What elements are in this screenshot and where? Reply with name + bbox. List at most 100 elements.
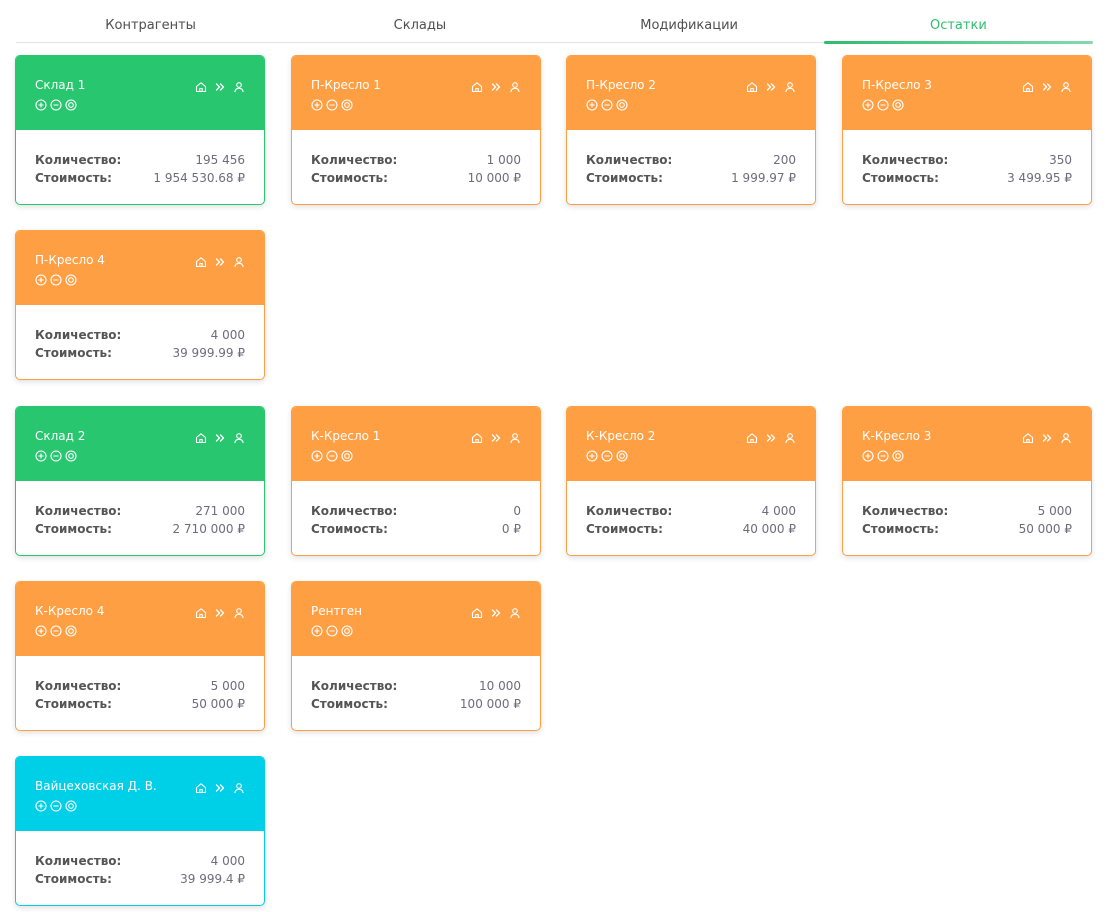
card-title: К-Кресло 4 bbox=[35, 604, 105, 618]
stock-card[interactable]: Склад 2 Количество: 271 000 Стоимость: 2 710… bbox=[15, 406, 265, 556]
stock-card[interactable]: К-Кресло 4 Количество: 5 000 Стоимость: 50 0… bbox=[15, 581, 265, 731]
minus-circle-icon[interactable] bbox=[50, 271, 62, 286]
stock-card[interactable]: К-Кресло 2 Количество: 4 000 Стоимость: 40 0… bbox=[566, 406, 816, 556]
home-icon[interactable] bbox=[1022, 429, 1034, 444]
user-icon[interactable] bbox=[509, 429, 521, 444]
plus-circle-icon[interactable] bbox=[35, 96, 47, 111]
home-icon[interactable] bbox=[195, 779, 207, 794]
target-circle-icon[interactable] bbox=[65, 622, 77, 637]
home-icon[interactable] bbox=[195, 429, 207, 444]
target-circle-icon[interactable] bbox=[892, 96, 904, 111]
double-chevron-right-icon[interactable] bbox=[214, 604, 226, 617]
double-chevron-right-icon[interactable] bbox=[490, 78, 502, 91]
minus-circle-icon[interactable] bbox=[50, 797, 62, 812]
target-circle-icon[interactable] bbox=[341, 622, 353, 637]
home-icon[interactable] bbox=[471, 429, 483, 444]
cost-label: Стоимость: bbox=[311, 171, 388, 185]
target-circle-icon[interactable] bbox=[616, 447, 628, 462]
plus-circle-icon[interactable] bbox=[586, 96, 598, 111]
minus-circle-icon[interactable] bbox=[50, 622, 62, 637]
minus-circle-icon[interactable] bbox=[877, 96, 889, 111]
plus-circle-icon[interactable] bbox=[311, 622, 323, 637]
double-chevron-right-icon[interactable] bbox=[490, 604, 502, 617]
card-header: Склад 1 bbox=[16, 56, 264, 130]
target-circle-icon[interactable] bbox=[616, 96, 628, 111]
double-chevron-right-icon[interactable] bbox=[1041, 78, 1053, 91]
user-icon[interactable] bbox=[233, 253, 245, 268]
double-chevron-right-icon[interactable] bbox=[765, 429, 777, 442]
plus-circle-icon[interactable] bbox=[586, 447, 598, 462]
home-icon[interactable] bbox=[195, 604, 207, 619]
target-circle-icon[interactable] bbox=[65, 271, 77, 286]
double-chevron-right-icon[interactable] bbox=[214, 779, 226, 792]
user-icon[interactable] bbox=[509, 78, 521, 93]
tab-modifications[interactable]: Модификации bbox=[640, 18, 738, 33]
card-header: Рентген bbox=[292, 582, 540, 656]
user-icon[interactable] bbox=[784, 429, 796, 444]
minus-circle-icon[interactable] bbox=[601, 447, 613, 462]
tab-warehouses[interactable]: Склады bbox=[393, 18, 447, 33]
plus-circle-icon[interactable] bbox=[35, 271, 47, 286]
home-icon[interactable] bbox=[471, 78, 483, 93]
stock-card[interactable]: П-Кресло 2 Количество: 200 Стоимость: 1 999.… bbox=[566, 55, 816, 205]
user-icon[interactable] bbox=[233, 779, 245, 794]
stock-card[interactable]: Рентген Количество: 10 000 Стоимость: 100 00… bbox=[291, 581, 541, 731]
plus-circle-icon[interactable] bbox=[862, 96, 874, 111]
plus-circle-icon[interactable] bbox=[311, 447, 323, 462]
user-icon[interactable] bbox=[233, 604, 245, 619]
user-icon[interactable] bbox=[1060, 429, 1072, 444]
minus-circle-icon[interactable] bbox=[50, 96, 62, 111]
double-chevron-right-icon[interactable] bbox=[490, 429, 502, 442]
plus-circle-icon[interactable] bbox=[862, 447, 874, 462]
plus-circle-icon[interactable] bbox=[35, 447, 47, 462]
tab-counterparties[interactable]: Контрагенты bbox=[105, 18, 196, 33]
target-circle-icon[interactable] bbox=[65, 96, 77, 111]
double-chevron-right-icon[interactable] bbox=[214, 429, 226, 442]
stock-card[interactable]: П-Кресло 3 Количество: 350 Стоимость: 3 499.… bbox=[842, 55, 1092, 205]
plus-circle-icon[interactable] bbox=[35, 797, 47, 812]
card-body: Количество: 271 000 Стоимость: 2 710 000 ₽ bbox=[16, 481, 264, 538]
target-circle-icon[interactable] bbox=[892, 447, 904, 462]
plus-circle-icon[interactable] bbox=[35, 622, 47, 637]
home-icon[interactable] bbox=[195, 253, 207, 268]
card-title: П-Кресло 1 bbox=[311, 78, 381, 92]
stock-card[interactable]: П-Кресло 1 Количество: 1 000 Стоимость: 10 0… bbox=[291, 55, 541, 205]
card-header-icons bbox=[195, 429, 245, 444]
card-title: П-Кресло 2 bbox=[586, 78, 656, 92]
double-chevron-right-icon[interactable] bbox=[214, 78, 226, 91]
user-icon[interactable] bbox=[1060, 78, 1072, 93]
stock-card[interactable]: П-Кресло 4 Количество: 4 000 Стоимость: 39 9… bbox=[15, 230, 265, 380]
target-circle-icon[interactable] bbox=[341, 96, 353, 111]
user-icon[interactable] bbox=[784, 78, 796, 93]
minus-circle-icon[interactable] bbox=[326, 622, 338, 637]
minus-circle-icon[interactable] bbox=[50, 447, 62, 462]
plus-circle-icon[interactable] bbox=[311, 96, 323, 111]
user-icon[interactable] bbox=[509, 604, 521, 619]
cost-value: 1 999.97 ₽ bbox=[731, 171, 796, 185]
home-icon[interactable] bbox=[195, 78, 207, 93]
double-chevron-right-icon[interactable] bbox=[214, 253, 226, 266]
home-icon[interactable] bbox=[746, 78, 758, 93]
stock-card[interactable]: Вайцеховская Д. В. Количество: 4 000 Стоимо… bbox=[15, 756, 265, 906]
target-circle-icon[interactable] bbox=[65, 797, 77, 812]
home-icon[interactable] bbox=[471, 604, 483, 619]
quantity-value: 5 000 bbox=[1037, 504, 1072, 518]
minus-circle-icon[interactable] bbox=[601, 96, 613, 111]
home-icon[interactable] bbox=[746, 429, 758, 444]
tab-remainders[interactable]: Остатки bbox=[823, 0, 1094, 44]
double-chevron-right-icon[interactable] bbox=[1041, 429, 1053, 442]
target-circle-icon[interactable] bbox=[65, 447, 77, 462]
minus-circle-icon[interactable] bbox=[326, 96, 338, 111]
minus-circle-icon[interactable] bbox=[877, 447, 889, 462]
stock-card[interactable]: К-Кресло 3 Количество: 5 000 Стоимость: 50 0… bbox=[842, 406, 1092, 556]
stock-card[interactable]: К-Кресло 1 Количество: 0 Стоимость: 0 ₽ bbox=[291, 406, 541, 556]
target-circle-icon[interactable] bbox=[341, 447, 353, 462]
home-icon[interactable] bbox=[1022, 78, 1034, 93]
stock-card[interactable]: Склад 1 Количество: 195 456 Стоимость: 1 954… bbox=[15, 55, 265, 205]
cost-label: Стоимость: bbox=[311, 522, 388, 536]
double-chevron-right-icon[interactable] bbox=[765, 78, 777, 91]
user-icon[interactable] bbox=[233, 429, 245, 444]
user-icon[interactable] bbox=[233, 78, 245, 93]
minus-circle-icon[interactable] bbox=[326, 447, 338, 462]
card-body: Количество: 4 000 Стоимость: 39 999.4 ₽ bbox=[16, 831, 264, 888]
